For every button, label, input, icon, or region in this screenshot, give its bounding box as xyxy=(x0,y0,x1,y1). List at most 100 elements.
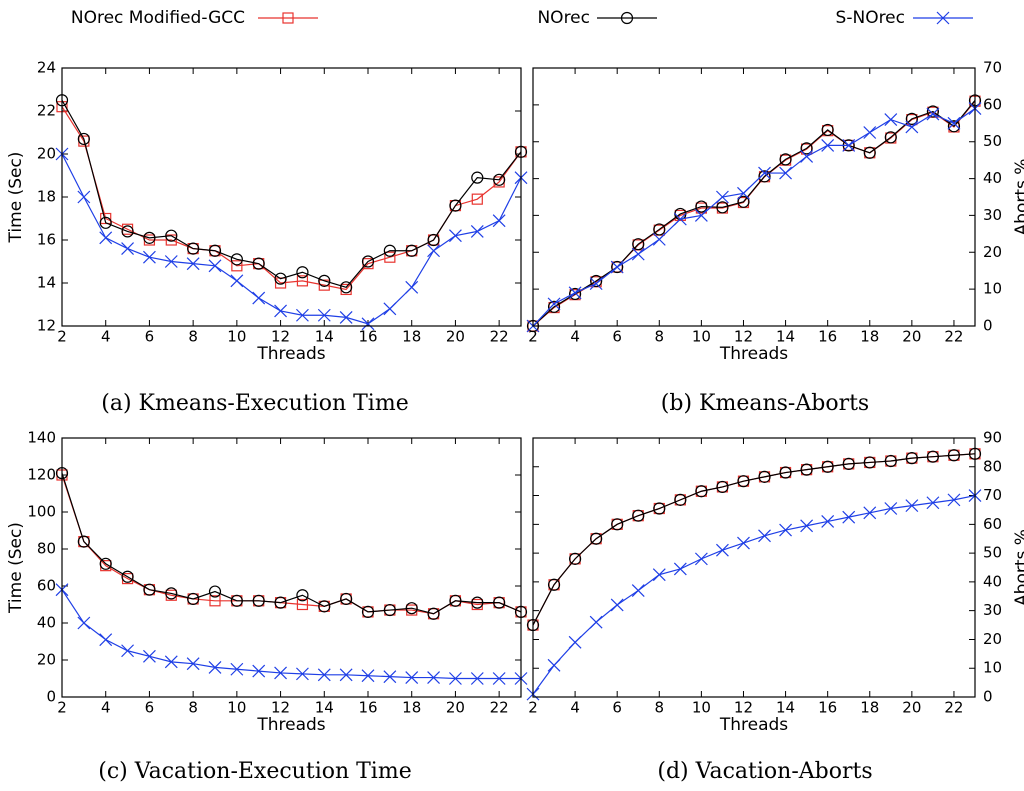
data-point xyxy=(905,499,919,513)
x-tick-label: 14 xyxy=(776,699,795,717)
y-tick-label: 40 xyxy=(983,572,1002,590)
data-point xyxy=(208,244,222,257)
x-tick-label: 8 xyxy=(655,328,665,346)
x-tick-label: 4 xyxy=(570,699,580,717)
x-tick-label: 2 xyxy=(528,328,538,346)
data-point xyxy=(842,138,856,152)
y-tick-label: 20 xyxy=(983,243,1002,261)
data-point xyxy=(274,304,287,318)
x-tick-label: 10 xyxy=(692,699,711,717)
data-point xyxy=(361,255,375,268)
data-point xyxy=(99,557,112,570)
x-tick-label: 20 xyxy=(446,699,465,717)
data-point xyxy=(884,454,897,468)
data-point xyxy=(164,255,178,268)
data-point xyxy=(779,523,792,537)
data-point xyxy=(492,214,506,228)
y-axis-label: Aborts % xyxy=(1012,159,1024,236)
data-point xyxy=(209,595,221,607)
y-tick-label: 80 xyxy=(983,457,1002,475)
y-tick-label: 80 xyxy=(37,540,56,558)
x-axis-label: Threads xyxy=(719,344,788,364)
y-tick-label: 60 xyxy=(983,95,1002,113)
y-tick-label: 70 xyxy=(983,59,1002,77)
data-point xyxy=(143,649,156,663)
plot-frame xyxy=(61,67,522,327)
data-point xyxy=(296,598,309,611)
data-point xyxy=(427,671,440,684)
x-tick-label: 14 xyxy=(315,328,334,346)
data-point xyxy=(863,146,876,159)
data-point xyxy=(208,585,222,598)
y-tick-label: 120 xyxy=(27,466,56,484)
data-point xyxy=(383,670,397,684)
data-point xyxy=(758,529,771,543)
data-point xyxy=(695,485,708,498)
panel-caption: (c) Vacation-Execution Time xyxy=(98,759,411,784)
series-line xyxy=(532,100,976,327)
x-tick-label: 6 xyxy=(145,699,155,717)
data-point xyxy=(611,260,624,274)
y-tick-label: 50 xyxy=(983,132,1002,150)
x-tick-label: 10 xyxy=(227,328,246,346)
data-point xyxy=(737,475,750,488)
data-point xyxy=(947,116,961,130)
series-line xyxy=(61,474,522,615)
data-point xyxy=(926,496,940,510)
y-tick-label: 12 xyxy=(37,317,56,335)
y-tick-label: 60 xyxy=(983,515,1002,533)
y-tick-label: 100 xyxy=(27,503,56,521)
legend-label: NOrec Modified-GCC xyxy=(71,8,245,28)
data-point xyxy=(274,666,287,680)
x-tick-label: 16 xyxy=(358,699,377,717)
x-tick-label: 8 xyxy=(655,699,665,717)
y-tick-label: 16 xyxy=(37,231,56,249)
data-point xyxy=(318,274,331,287)
data-point xyxy=(716,543,729,557)
y-tick-label: 0 xyxy=(983,688,993,706)
x-tick-label: 10 xyxy=(692,328,711,346)
data-point xyxy=(716,190,729,204)
panel-caption: (b) Kmeans-Aborts xyxy=(661,391,869,416)
data-point xyxy=(884,131,897,144)
data-point xyxy=(821,123,834,137)
data-point xyxy=(926,107,940,121)
x-tick-label: 14 xyxy=(776,328,795,346)
data-point xyxy=(252,257,265,270)
data-point xyxy=(143,231,156,244)
data-point xyxy=(230,253,243,266)
data-point xyxy=(884,502,898,515)
data-point xyxy=(361,317,375,331)
x-tick-label: 6 xyxy=(145,328,155,346)
data-point xyxy=(230,274,244,288)
data-point xyxy=(821,515,835,528)
data-point xyxy=(632,238,645,251)
legend-marker xyxy=(282,12,294,24)
data-point xyxy=(317,668,331,682)
data-point xyxy=(384,251,396,263)
data-point xyxy=(361,669,375,683)
x-tick-label: 2 xyxy=(57,328,67,346)
data-point xyxy=(471,596,484,609)
x-tick-label: 22 xyxy=(490,699,509,717)
panel-caption: (a) Kmeans-Execution Time xyxy=(101,391,408,416)
data-point xyxy=(471,193,483,205)
y-tick-label: 14 xyxy=(37,274,56,292)
data-point xyxy=(296,275,309,287)
data-point xyxy=(652,232,666,246)
data-point xyxy=(673,212,687,226)
y-tick-label: 10 xyxy=(983,659,1002,677)
data-point xyxy=(492,672,506,685)
data-point xyxy=(449,229,462,243)
data-point xyxy=(252,594,265,607)
data-point xyxy=(758,166,771,180)
data-point xyxy=(405,602,418,615)
x-tick-label: 6 xyxy=(612,328,622,346)
data-point xyxy=(252,291,266,305)
x-tick-label: 18 xyxy=(860,699,879,717)
series-line xyxy=(532,453,976,626)
y-tick-label: 140 xyxy=(27,429,56,447)
x-tick-label: 4 xyxy=(570,328,580,346)
data-point xyxy=(716,201,729,214)
